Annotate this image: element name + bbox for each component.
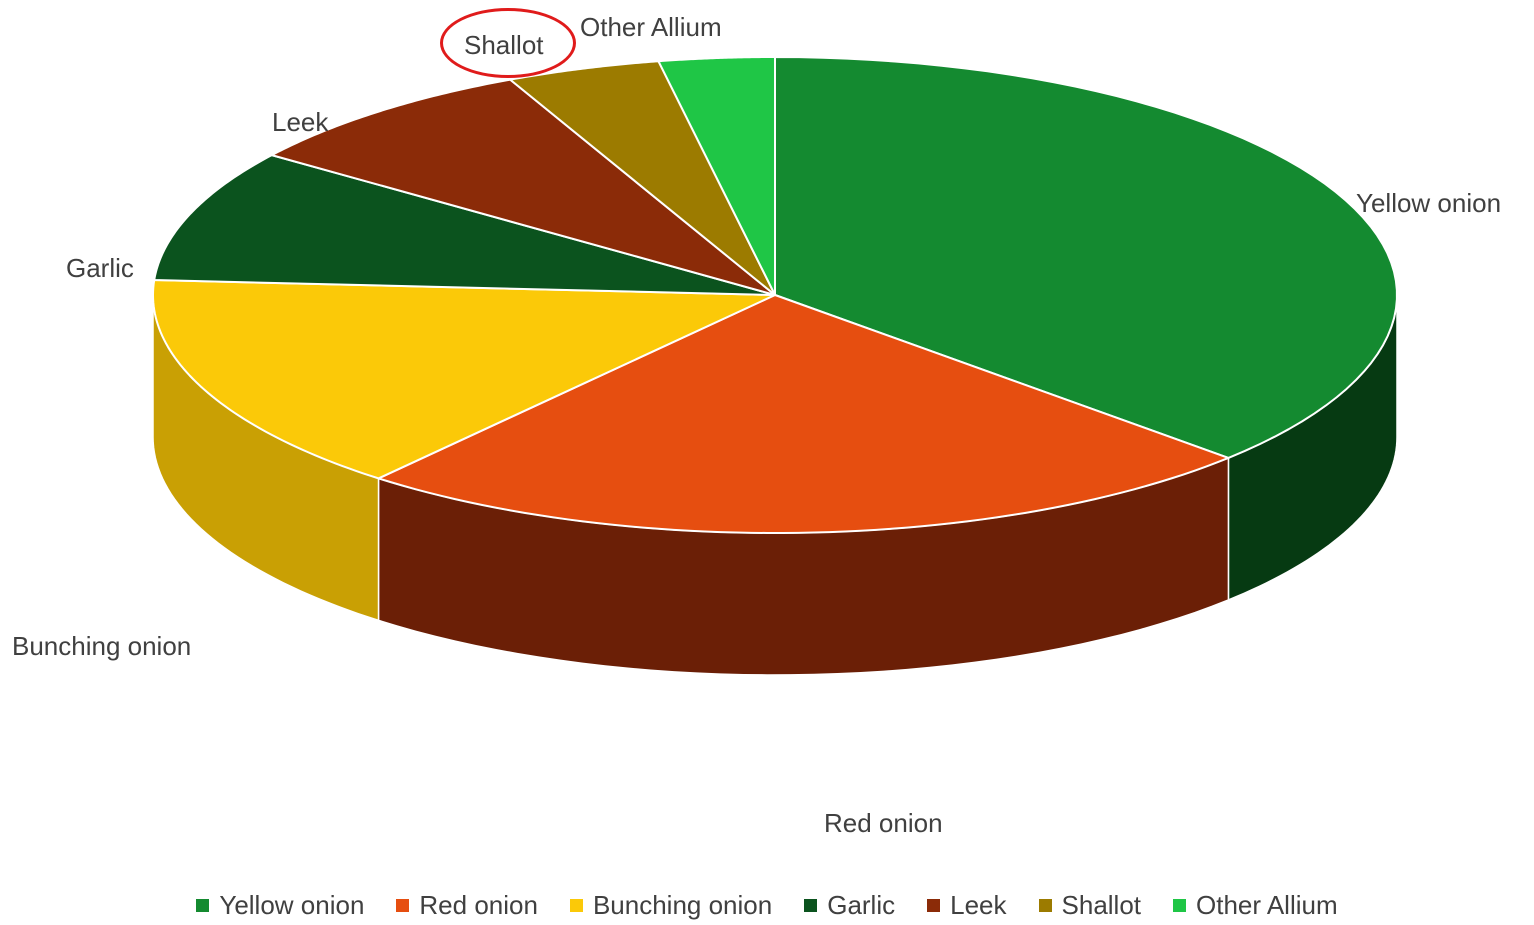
chart-legend: Yellow onion Red onion Bunching onion Garli…: [0, 890, 1534, 921]
slice-label-yellow-onion: Yellow onion: [1356, 188, 1502, 218]
legend-label: Garlic: [827, 890, 896, 920]
slice-yellow-onion: [774, 56, 1398, 459]
slice-label-red-onion: Red onion: [824, 808, 943, 838]
slice-bunching-onion: [152, 279, 776, 480]
slice-garlic: [153, 154, 776, 296]
legend-label: Other Allium: [1196, 890, 1338, 920]
slice-label-garlic: Garlic: [66, 253, 134, 283]
legend-item-bunching-onion: Bunching onion: [569, 890, 773, 921]
legend-item-other-allium: Other Allium: [1173, 890, 1338, 921]
legend-item-yellow-onion: Yellow onion: [196, 890, 364, 921]
legend-swatch: [569, 899, 583, 912]
slice-shallot: [509, 60, 776, 296]
legend-item-leek: Leek: [927, 890, 1007, 921]
legend-label: Red onion: [419, 890, 538, 920]
legend-swatch: [1173, 899, 1187, 912]
legend-item-shallot: Shallot: [1038, 890, 1142, 921]
legend-label: Leek: [950, 890, 1007, 920]
shallot-annotation-circle: [440, 8, 576, 78]
slice-label-other-allium: Other Allium: [580, 12, 722, 42]
legend-swatch: [927, 899, 941, 912]
legend-label: Bunching onion: [592, 890, 773, 920]
slice-leek: [270, 78, 776, 296]
slice-red-onion: [377, 294, 1230, 534]
legend-swatch: [196, 899, 210, 912]
legend-swatch: [804, 899, 818, 912]
legend-swatch: [396, 899, 410, 912]
slice-label-leek: Leek: [272, 107, 329, 137]
slice-other-allium: [657, 56, 776, 296]
legend-label: Yellow onion: [219, 890, 365, 920]
legend-item-garlic: Garlic: [804, 890, 895, 921]
legend-swatch: [1038, 899, 1052, 912]
legend-label: Shallot: [1061, 890, 1142, 920]
legend-item-red-onion: Red onion: [396, 890, 538, 921]
slice-label-bunching-onion: Bunching onion: [12, 631, 192, 661]
